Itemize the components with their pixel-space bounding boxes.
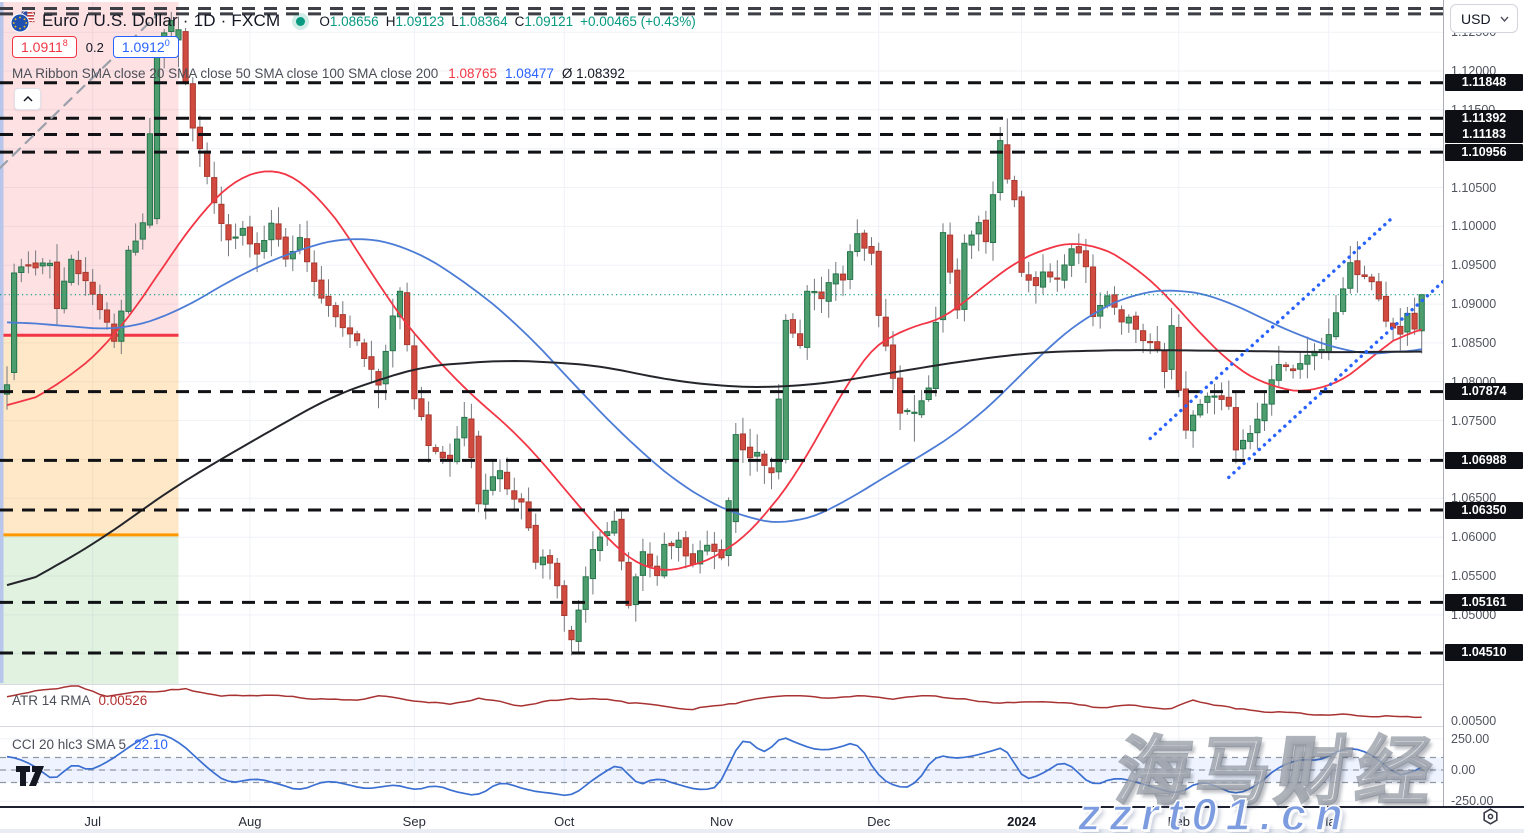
sma20-value: 1.08765 [448, 66, 498, 81]
cci-axis-label: 0.00 [1451, 763, 1476, 777]
price-level-badge: 1.10956 [1445, 143, 1523, 161]
time-axis-label[interactable]: Sep [402, 814, 426, 829]
sell-button[interactable]: 1.0911 8 [12, 36, 77, 58]
price-axis-label: 1.07500 [1451, 413, 1497, 428]
ma-lines [6, 170, 1422, 587]
price-level-badge: 1.07874 [1445, 383, 1523, 401]
spread-value: 0.2 [85, 39, 104, 55]
cci-value: 22.10 [134, 737, 168, 752]
price-level-badge: 1.11848 [1445, 74, 1523, 92]
atr-legend[interactable]: ATR 14 RMA 0.00526 [12, 693, 147, 708]
price-level-badge: 1.05161 [1445, 593, 1523, 611]
bottom-strip [0, 829, 1524, 833]
time-axis-label[interactable]: Feb [1167, 814, 1190, 829]
settings-gear-icon[interactable] [1482, 808, 1499, 830]
time-axis-label[interactable]: Jul [84, 814, 102, 829]
symbol-flags-icon [7, 8, 37, 34]
time-axis-label[interactable]: Mar [1317, 814, 1341, 829]
price-level-badge: 1.04510 [1445, 644, 1523, 662]
price-level-badge: 1.06988 [1445, 451, 1523, 469]
ma-ribbon-legend[interactable]: MA Ribbon SMA close 20 SMA close 50 SMA … [12, 66, 625, 81]
ohlc-values: O1.08656 H1.09123 L1.08364 C1.09121 +0.00465… [319, 13, 696, 29]
price-axis-label: 1.05000 [1451, 607, 1497, 622]
buy-button[interactable]: 1.0912 0 [112, 36, 179, 58]
cci-legend[interactable]: CCI 20 hlc3 SMA 5 22.10 [12, 737, 168, 752]
change-value: +0.00465 (+0.43%) [580, 13, 696, 29]
atr-axis-label: 0.00500 [1451, 714, 1497, 728]
price-axis-label: 1.10500 [1451, 180, 1497, 195]
tradingview-logo[interactable] [16, 766, 50, 795]
time-axis-label[interactable]: Aug [238, 814, 262, 829]
price-level-badge: 1.06350 [1445, 501, 1523, 519]
price-axis-label: 1.09500 [1451, 258, 1497, 273]
time-axis-label[interactable]: Oct [554, 814, 575, 829]
price-axis-label: 1.06000 [1451, 530, 1497, 545]
time-axis-label[interactable]: Dec [867, 814, 891, 829]
main-chart[interactable] [0, 0, 1443, 806]
price-axis-label: 1.08500 [1451, 335, 1497, 350]
currency-dropdown[interactable]: USD [1450, 4, 1518, 33]
sma-avg-value: Ø 1.08392 [561, 66, 625, 81]
time-axis-label[interactable]: 2024 [1007, 814, 1037, 829]
legend-collapse-button[interactable] [14, 88, 41, 110]
price-axis-label: 1.05500 [1451, 569, 1497, 584]
chevron-down-icon [1500, 16, 1509, 22]
atr-label: ATR 14 RMA [12, 693, 91, 708]
atr-value: 0.00526 [98, 693, 148, 708]
price-axis-label: 1.10000 [1451, 219, 1497, 234]
price-level-badge: 1.11392 [1445, 109, 1523, 127]
price-axis-label: 1.09000 [1451, 297, 1497, 312]
symbol-title[interactable]: Euro / U.S. Dollar · 1D · FXCM [42, 11, 281, 30]
time-axis-label[interactable]: Nov [709, 814, 734, 829]
chevron-up-icon [22, 96, 33, 102]
sma50-value: 1.08477 [505, 66, 554, 81]
time-axis[interactable]: Jul Aug Sep Oct Nov Dec 2024 Feb Mar [0, 806, 1524, 833]
cci-axis-label: -250.00 [1451, 794, 1494, 809]
cci-axis-label: 250.00 [1451, 731, 1490, 746]
price-level-badge: 1.11183 [1445, 125, 1523, 143]
market-status-dot[interactable] [296, 16, 306, 26]
price-axis[interactable]: USD 1.125001.120001.115001.105001.100001… [1443, 0, 1524, 809]
ma-ribbon-label: MA Ribbon SMA close 20 SMA close 50 SMA … [12, 66, 439, 81]
cci-label: CCI 20 hlc3 SMA 5 [12, 737, 127, 752]
candles-series [3, 11, 1425, 656]
